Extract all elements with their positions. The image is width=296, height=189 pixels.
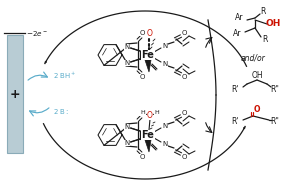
Polygon shape xyxy=(98,125,122,145)
Text: O: O xyxy=(181,110,187,116)
Text: O: O xyxy=(139,74,145,80)
Text: $2\ \mathrm{B:}$: $2\ \mathrm{B:}$ xyxy=(53,108,70,116)
Text: O: O xyxy=(147,111,153,119)
Text: R": R" xyxy=(271,85,279,94)
Text: N: N xyxy=(163,123,168,129)
Polygon shape xyxy=(145,140,151,152)
Text: OH: OH xyxy=(265,19,281,29)
Text: H: H xyxy=(141,111,145,115)
Text: N: N xyxy=(124,124,130,130)
Text: O: O xyxy=(139,30,145,36)
Text: O: O xyxy=(254,105,260,115)
Text: R: R xyxy=(262,36,268,44)
Text: O: O xyxy=(139,154,145,160)
Polygon shape xyxy=(98,45,122,65)
Text: R: R xyxy=(260,8,266,16)
Text: R': R' xyxy=(231,85,239,94)
Text: O: O xyxy=(181,30,187,36)
Text: H: H xyxy=(155,111,159,115)
Bar xyxy=(7,35,23,153)
Polygon shape xyxy=(145,60,151,72)
Text: R": R" xyxy=(271,118,279,126)
Text: OH: OH xyxy=(251,71,263,81)
Text: O: O xyxy=(181,74,187,80)
Text: $-2e^-$: $-2e^-$ xyxy=(26,29,48,37)
Text: R': R' xyxy=(231,118,239,126)
Text: O: O xyxy=(147,29,153,37)
Text: +: + xyxy=(10,88,20,101)
Text: N: N xyxy=(124,44,130,50)
Text: N: N xyxy=(124,140,130,146)
Text: and/or: and/or xyxy=(241,53,266,63)
Text: O: O xyxy=(139,110,145,116)
Text: N: N xyxy=(124,60,130,66)
Text: $2\ \mathrm{BH}^+$: $2\ \mathrm{BH}^+$ xyxy=(53,71,76,81)
Text: N: N xyxy=(163,43,168,49)
Text: N: N xyxy=(163,61,168,67)
Text: O: O xyxy=(181,154,187,160)
Text: Ar: Ar xyxy=(235,13,243,22)
Text: Ar: Ar xyxy=(233,29,241,39)
Text: N: N xyxy=(163,141,168,147)
Text: Fe: Fe xyxy=(141,50,155,60)
Text: Fe: Fe xyxy=(141,130,155,140)
